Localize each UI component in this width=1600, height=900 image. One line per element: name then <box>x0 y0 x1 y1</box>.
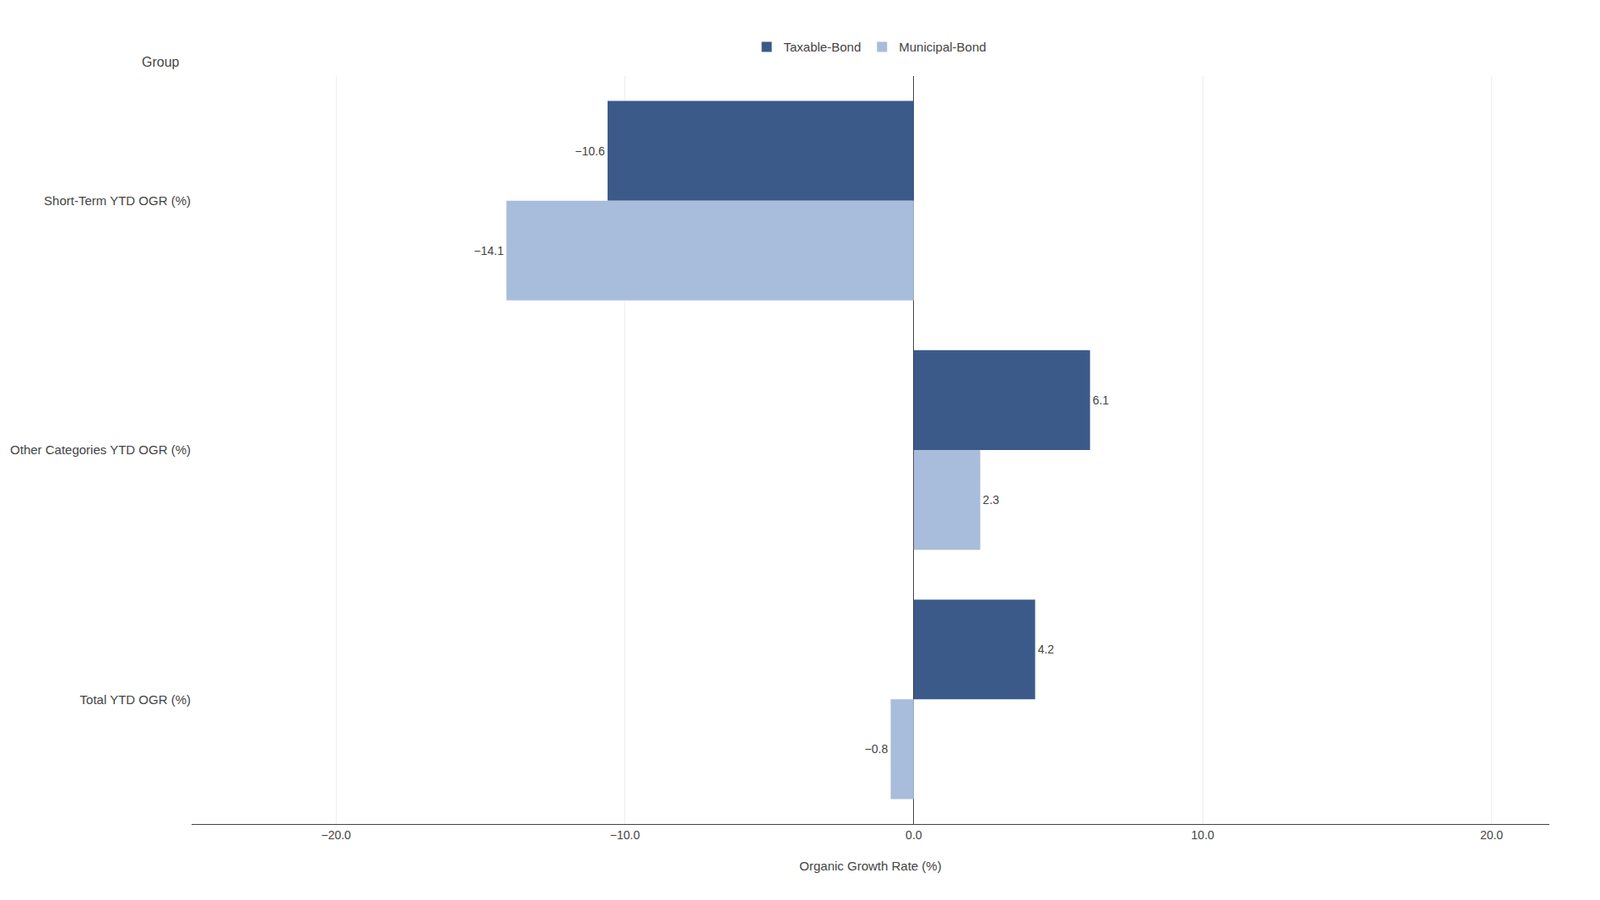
svg-text:Group: Group <box>141 54 180 70</box>
svg-text:−10.6: −10.6 <box>574 144 606 158</box>
svg-text:−14.1: −14.1 <box>474 243 505 258</box>
svg-text:6.1: 6.1 <box>1092 393 1110 407</box>
svg-text:Other Categories YTD OGR (%): Other Categories YTD OGR (%) <box>10 442 191 457</box>
svg-text:Total YTD OGR (%): Total YTD OGR (%) <box>80 691 191 707</box>
svg-text:Organic Growth Rate (%): Organic Growth Rate (%) <box>799 858 941 873</box>
svg-text:0.0: 0.0 <box>905 827 923 842</box>
svg-text:−20.0: −20.0 <box>320 827 352 842</box>
svg-text:Municipal-Bond: Municipal-Bond <box>898 39 986 55</box>
svg-text:−0.8: −0.8 <box>864 741 889 756</box>
svg-text:20.0: 20.0 <box>1480 827 1503 842</box>
svg-text:10.0: 10.0 <box>1191 827 1215 842</box>
svg-text:Taxable-Bond: Taxable-Bond <box>783 39 862 55</box>
svg-text:4.2: 4.2 <box>1037 642 1055 656</box>
svg-text:−10.0: −10.0 <box>610 827 641 842</box>
svg-text:2.3: 2.3 <box>983 492 1000 507</box>
svg-text:Short-Term YTD OGR (%): Short-Term YTD OGR (%) <box>43 193 191 208</box>
